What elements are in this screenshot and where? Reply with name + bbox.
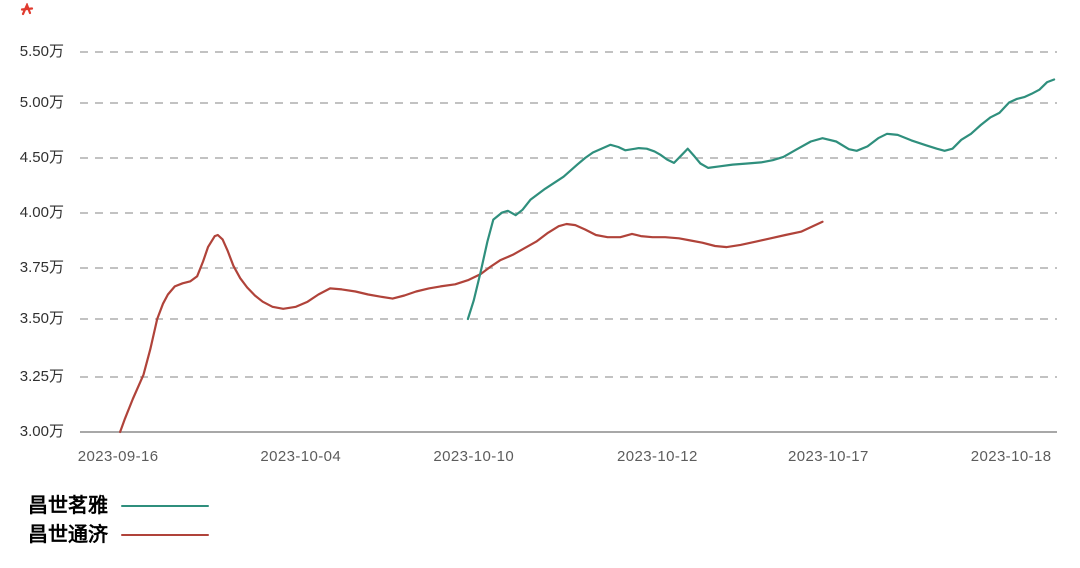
y-axis-label: 3.75万: [19, 259, 64, 276]
x-axis-label: 2023-10-04: [260, 448, 342, 465]
y-axis-label: 3.25万: [19, 368, 64, 385]
x-axis-label: 2023-10-10: [433, 448, 515, 465]
x-axis-label: 2023-10-12: [617, 448, 698, 465]
legend-item-tongji[interactable]: 昌世通济: [28, 520, 209, 549]
legend-line-swatch-tongji: [121, 533, 209, 536]
series-line-昌世茗雅: [466, 78, 1056, 321]
legend-label-tongji: 昌世通济: [28, 523, 108, 546]
y-axis-label: 4.00万: [19, 204, 64, 221]
legend-item-mingya[interactable]: 昌世茗雅: [28, 491, 209, 520]
series-line-昌世通济: [119, 220, 824, 434]
y-axis-label: 5.00万: [19, 94, 64, 111]
x-axis-label: 2023-09-16: [77, 448, 159, 465]
x-axis-label: 2023-10-17: [788, 448, 869, 465]
legend: 昌世茗雅 昌世通济: [28, 491, 209, 549]
y-axis-label: 3.00万: [19, 423, 64, 440]
y-axis-label: 3.50万: [19, 310, 64, 327]
x-axis-label: 2023-10-18: [970, 448, 1052, 465]
legend-label-mingya: 昌世茗雅: [28, 494, 108, 517]
y-axis-label: 4.50万: [19, 149, 64, 166]
red-artifact-mark: [20, 3, 34, 16]
y-axis-label: 5.50万: [19, 43, 64, 60]
legend-line-swatch-mingya: [121, 504, 209, 507]
